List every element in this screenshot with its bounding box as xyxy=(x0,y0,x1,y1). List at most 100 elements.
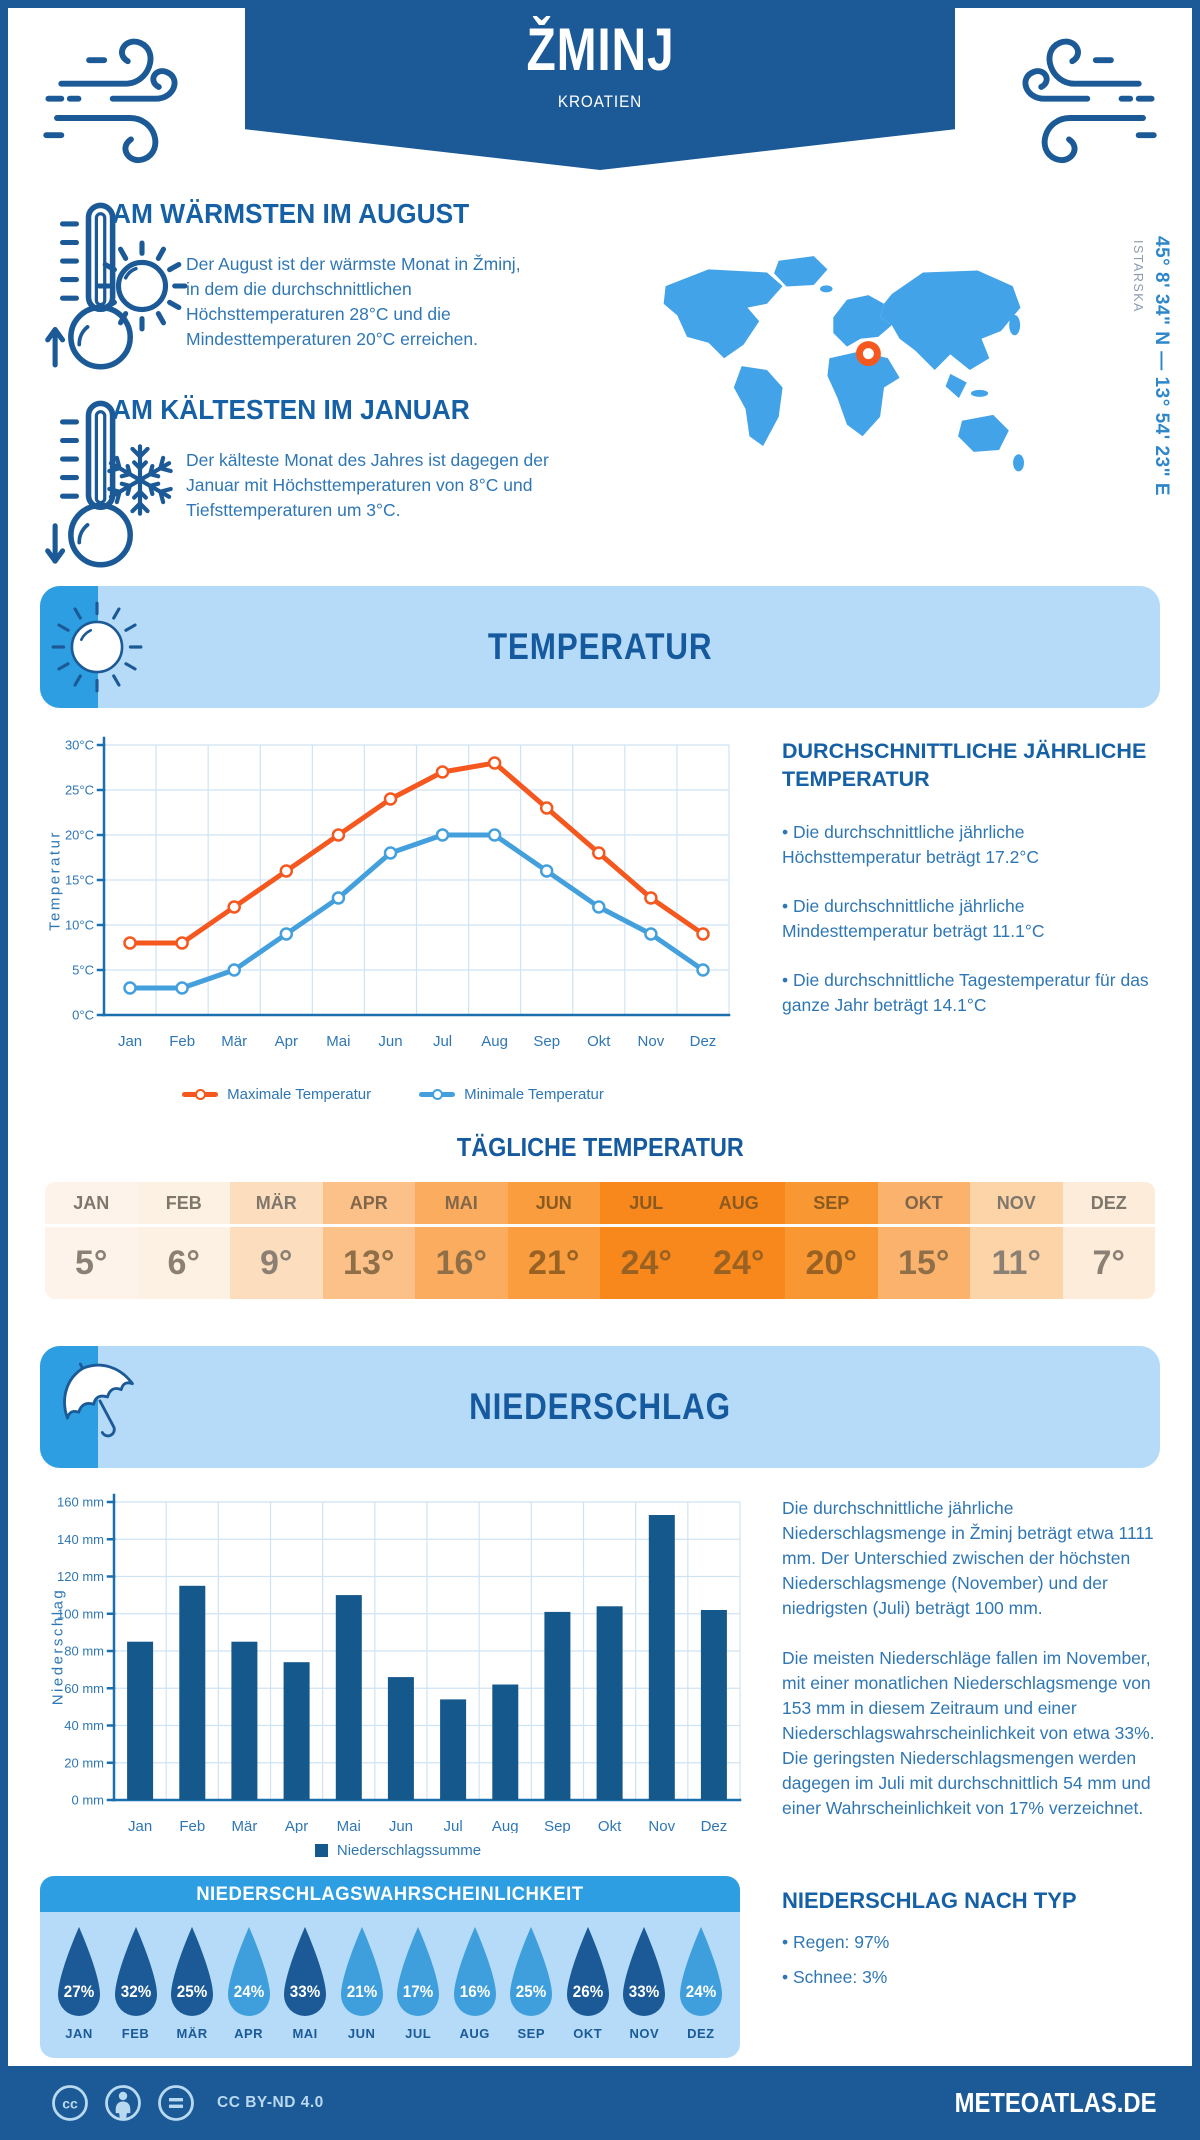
drop-icon xyxy=(58,1927,100,2016)
bar xyxy=(283,1662,310,1800)
drop-icon xyxy=(284,1927,327,2016)
bar xyxy=(648,1515,675,1800)
data-point xyxy=(539,864,554,878)
drop-month-label: OKT xyxy=(573,2026,603,2041)
data-point xyxy=(696,963,710,977)
probability-value: 21% xyxy=(346,1983,377,2002)
header-banner: ŽMINJ KROATIEN xyxy=(245,0,955,170)
month-label: Nov xyxy=(648,1818,675,1833)
sun-icon xyxy=(96,240,188,332)
wind-icon xyxy=(1008,28,1158,178)
thermometer-warm-icon xyxy=(44,198,146,388)
umbrella-icon xyxy=(56,1356,148,1456)
drop-month-label: NOV xyxy=(629,2026,660,2041)
license-icons: cc CC BY-ND 4.0 xyxy=(50,2083,324,2123)
data-point xyxy=(539,801,554,815)
probability-drop: 27% JAN xyxy=(54,1925,104,2058)
data-point xyxy=(123,936,137,950)
daily-temp-column: MÄR 9° xyxy=(230,1182,323,1299)
precipitation-type-bullet: • Schnee: 3% xyxy=(782,1967,888,1988)
warmest-text: Der August ist der wärmste Monat in Žmin… xyxy=(186,254,521,350)
data-point xyxy=(175,936,189,950)
daily-temp-column: JUN 21° xyxy=(507,1182,600,1299)
precipitation-type-heading: NIEDERSCHLAG NACH TYP xyxy=(782,1888,1077,1913)
drop-icon xyxy=(623,1927,666,2016)
data-point xyxy=(592,846,606,860)
month-cell: JUL xyxy=(600,1182,693,1227)
month-cell: DEZ xyxy=(1062,1182,1155,1227)
drop-month-label: MÄR xyxy=(176,2026,208,2041)
site-name: METEOATLAS.DE xyxy=(954,2087,1156,2118)
daily-temperature-table: JAN 5° FEB 6° MÄR 9° APR 13° MAI 16° JUN 21° JUL 24° A… xyxy=(45,1182,1155,1299)
data-point xyxy=(227,963,241,977)
month-label: Mai xyxy=(337,1818,361,1833)
svg-text:cc: cc xyxy=(62,2096,78,2112)
y-tick-label: 160 mm xyxy=(57,1495,104,1510)
annual-temperature-block: DURCHSCHNITTLICHE JÄHRLICHE TEMPERATUR •… xyxy=(782,738,1156,1018)
data-point xyxy=(592,900,606,914)
drop-icon xyxy=(340,1927,383,2016)
month-label: Jun xyxy=(389,1818,413,1833)
data-point xyxy=(279,927,294,941)
probability-value: 25% xyxy=(176,1983,208,2002)
month-label: Jan xyxy=(128,1818,152,1833)
probability-value: 27% xyxy=(63,1983,95,2002)
drop-month-label: JUL xyxy=(405,2026,432,2041)
month-cell: MÄR xyxy=(230,1182,323,1227)
month-cell: SEP xyxy=(785,1182,878,1227)
month-label: Jun xyxy=(378,1033,402,1050)
coldest-heading: AM KÄLTESTEN IM JANUAR xyxy=(112,394,470,425)
probability-value: 32% xyxy=(120,1983,151,2002)
bar xyxy=(596,1606,623,1800)
y-tick-label: 20°C xyxy=(65,828,94,843)
probability-drop: 24% APR xyxy=(224,1925,274,2058)
month-cell: JAN xyxy=(45,1182,138,1227)
y-tick-label: 15°C xyxy=(65,873,94,888)
probability-value: 17% xyxy=(402,1983,434,2002)
y-tick-label: 25°C xyxy=(65,783,94,798)
data-point xyxy=(435,828,450,842)
probability-value: 33% xyxy=(629,1983,660,2002)
data-point xyxy=(331,828,346,842)
daily-temp-column: JUL 24° xyxy=(600,1182,693,1299)
bar xyxy=(544,1611,571,1800)
month-cell: OKT xyxy=(877,1182,970,1227)
series-line xyxy=(127,760,706,946)
bar xyxy=(335,1595,362,1800)
value-cell: 11° xyxy=(991,1243,1042,1282)
value-cell: 24° xyxy=(620,1243,672,1282)
temperature-chart-legend: Maximale Temperatur Minimale Temperatur xyxy=(48,1086,738,1103)
probability-value: 33% xyxy=(289,1983,321,2002)
location-marker xyxy=(855,341,881,367)
snowflake-icon xyxy=(98,438,182,522)
month-label: Jan xyxy=(118,1033,142,1050)
month-cell: FEB xyxy=(137,1182,230,1227)
value-cell: 15° xyxy=(898,1243,950,1282)
value-cell: 20° xyxy=(805,1243,857,1282)
page-border-left xyxy=(0,0,8,2140)
drop-icon xyxy=(397,1927,440,2016)
series-line xyxy=(127,832,706,991)
drop-icon xyxy=(171,1927,214,2016)
drop-month-label: FEB xyxy=(121,2026,150,2041)
value-cell: 24° xyxy=(713,1243,765,1282)
month-label: Dez xyxy=(690,1033,717,1050)
probability-drop: 32% FEB xyxy=(111,1925,161,2058)
month-label: Mai xyxy=(326,1033,350,1050)
no-derivatives-icon xyxy=(158,2085,194,2121)
month-label: Mär xyxy=(231,1818,257,1833)
probability-value: 16% xyxy=(459,1983,490,2002)
precipitation-chart-ylabel: Niederschlag xyxy=(49,1587,67,1706)
y-tick-label: 0°C xyxy=(72,1008,94,1023)
drop-icon xyxy=(510,1927,553,2016)
wind-icon xyxy=(42,28,192,178)
daily-temp-column: SEP 20° xyxy=(785,1182,878,1299)
probability-panel: NIEDERSCHLAGSWAHRSCHEINLICHKEIT 27% JAN 32… xyxy=(40,1876,740,2058)
drop-month-label: AUG xyxy=(459,2026,490,2041)
y-tick-label: 80 mm xyxy=(64,1644,104,1659)
data-point xyxy=(123,981,137,995)
annual-bullet: • Die durchschnittliche jährliche Höchst… xyxy=(782,821,1039,867)
footer: cc CC BY-ND 4.0 METEOATLAS.DE xyxy=(0,2066,1200,2140)
drop-month-label: DEZ xyxy=(687,2026,715,2041)
legend-item: Niederschlagssumme xyxy=(314,1842,481,1859)
